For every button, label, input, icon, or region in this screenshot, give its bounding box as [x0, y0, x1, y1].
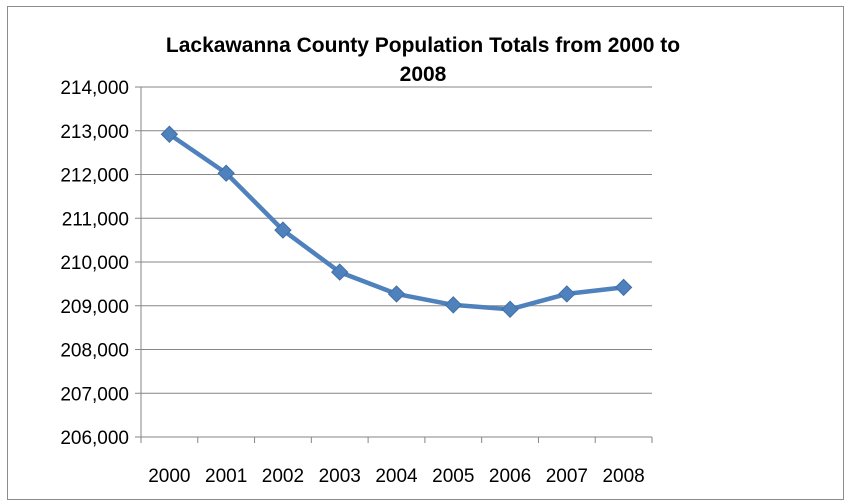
x-tick-label: 2003	[319, 466, 361, 487]
data-point-marker	[331, 263, 349, 281]
data-point-marker	[217, 164, 235, 182]
x-tick-label: 2001	[205, 466, 247, 487]
data-point-marker	[614, 278, 633, 297]
series-population	[160, 125, 633, 318]
data-point-marker	[387, 285, 406, 303]
y-tick-label: 209,000	[60, 297, 129, 318]
chart-title-line-2: 2008	[400, 63, 447, 86]
x-tick-label: 2004	[375, 466, 418, 487]
chart-frame	[7, 6, 844, 500]
data-point-marker	[444, 296, 462, 314]
x-tick-label: 2006	[489, 466, 531, 487]
x-tick-label: 2000	[148, 466, 190, 487]
y-tick-label: 212,000	[60, 166, 129, 187]
x-tick-label: 2002	[262, 466, 304, 487]
x-tick-label: 2005	[432, 466, 474, 487]
y-tick-label: 207,000	[60, 384, 129, 405]
y-tick-label: 210,000	[60, 253, 129, 274]
gridlines	[141, 86, 652, 394]
x-tick-label: 2008	[602, 466, 644, 487]
x-tick-label: 2007	[546, 466, 588, 487]
y-tick-label: 206,000	[60, 428, 129, 449]
data-point-marker	[274, 221, 292, 239]
axes	[135, 86, 653, 443]
y-axis-tick-labels: 206,000 207,000 208,000 209,000 210,000 211,0…	[60, 78, 129, 449]
y-tick-label: 213,000	[60, 122, 129, 143]
x-axis-tick-labels: 2000 2001 2002 2003 2004 2005 2006 2007 2008	[148, 466, 645, 487]
y-tick-label: 214,000	[60, 78, 129, 99]
data-point-marker	[501, 300, 519, 318]
data-point-marker	[160, 125, 179, 143]
series-line	[167, 132, 626, 312]
chart-title-line-1: Lackawanna County Population Totals from…	[166, 34, 680, 57]
y-tick-label: 211,000	[62, 209, 129, 230]
data-point-marker	[558, 285, 576, 303]
y-tick-label: 208,000	[60, 341, 129, 362]
